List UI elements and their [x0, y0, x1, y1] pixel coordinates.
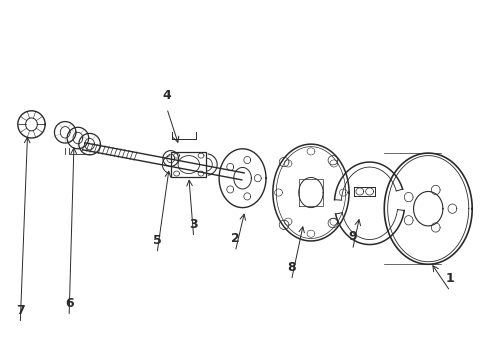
Text: 7: 7 [16, 304, 24, 317]
Text: 2: 2 [231, 232, 240, 245]
Text: 6: 6 [65, 297, 74, 310]
Bar [171, 152, 206, 177]
Text: 1: 1 [446, 272, 455, 285]
Text: 9: 9 [348, 230, 357, 243]
Text: 4: 4 [163, 89, 171, 102]
Text: 8: 8 [287, 261, 296, 274]
Text: 5: 5 [153, 234, 161, 247]
Text: 3: 3 [189, 218, 198, 231]
